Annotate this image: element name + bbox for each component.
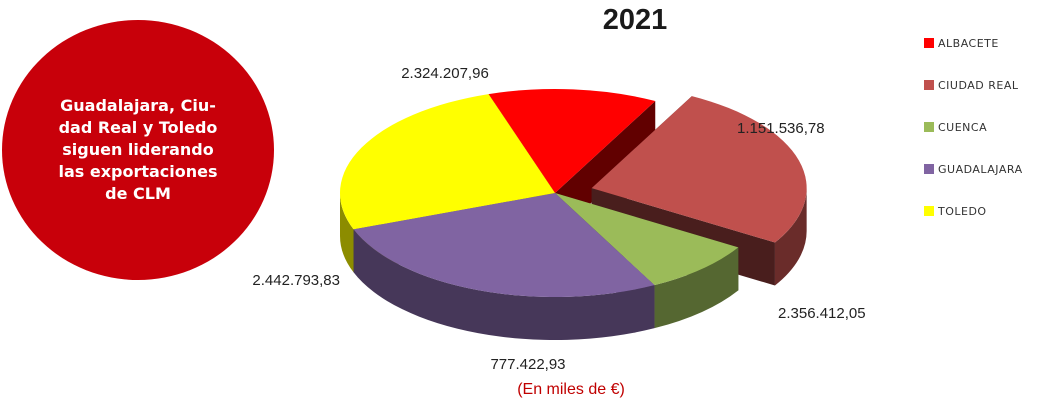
pie-side-toledo bbox=[340, 193, 354, 273]
legend-item-guadalajara: GUADALAJARA bbox=[924, 162, 1023, 176]
legend-swatch bbox=[924, 164, 934, 174]
legend-swatch bbox=[924, 80, 934, 90]
callout-text: Guadalajara, Ciu-​dad Real y Toledo sigu… bbox=[58, 96, 218, 203]
pie-slice-guadalajara bbox=[353, 193, 655, 297]
pie-slice-cuenca bbox=[555, 193, 739, 286]
pie-side-guadalajara bbox=[353, 229, 655, 340]
data-label-cuenca: 777.422,93 bbox=[490, 356, 565, 373]
pie-side-cuenca bbox=[654, 247, 739, 329]
legend-item-toledo: TOLEDO bbox=[924, 204, 1023, 218]
legend-swatch bbox=[924, 206, 934, 216]
pie-slice-ciudad-real bbox=[591, 96, 807, 243]
pie-side-ciudad-real bbox=[774, 188, 807, 286]
legend-label: ALBACETE bbox=[938, 36, 999, 50]
data-label-albacete: 1.151.536,78 bbox=[737, 120, 825, 137]
legend-label: TOLEDO bbox=[938, 204, 987, 218]
pie-slice-albacete bbox=[488, 89, 656, 193]
data-label-guadalajara: 2.442.793,83 bbox=[252, 272, 340, 289]
legend-item-cuenca: CUENCA bbox=[924, 120, 1023, 134]
data-label-toledo: 2.324.207,96 bbox=[401, 65, 489, 82]
callout-bubble: Guadalajara, Ciu-​dad Real y Toledo sigu… bbox=[2, 20, 274, 280]
legend-label: GUADALAJARA bbox=[938, 162, 1023, 176]
legend-label: CIUDAD REAL bbox=[938, 78, 1019, 92]
chart-title-year: 2021 bbox=[602, 4, 668, 36]
legend-label: CUENCA bbox=[938, 120, 988, 134]
units-note: (En miles de €) bbox=[517, 381, 625, 398]
legend-swatch bbox=[924, 38, 934, 48]
legend-swatch bbox=[924, 122, 934, 132]
chart-legend: ALBACETE CIUDAD REAL CUENCA GUADALAJARA TOLE… bbox=[924, 36, 1023, 246]
legend-item-albacete: ALBACETE bbox=[924, 36, 1023, 50]
legend-item-ciudad-real: CIUDAD REAL bbox=[924, 78, 1023, 92]
data-label-ciudad-real: 2.356.412,05 bbox=[778, 305, 866, 322]
pie-slice-toledo bbox=[339, 94, 555, 230]
